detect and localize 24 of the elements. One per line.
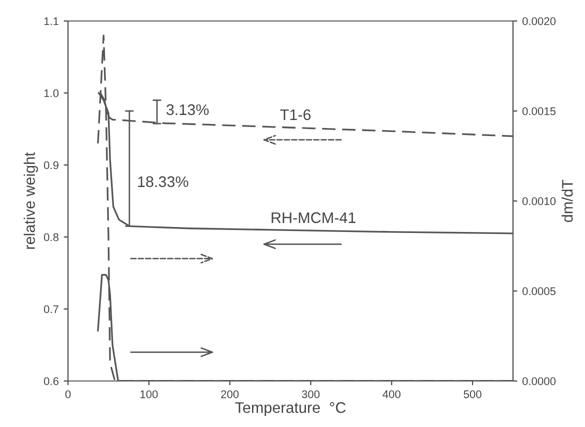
y-tick-label: 0.8 (44, 233, 58, 242)
x-tick-label: 100 (140, 390, 158, 398)
x-tick-label: 0 (65, 390, 71, 398)
y-tick-label: 0.7 (44, 305, 58, 314)
annotation: 18.33% (138, 176, 188, 188)
x-tick-label: 400 (382, 390, 400, 398)
x-tick-label: 500 (464, 390, 482, 398)
x-tick-label: 300 (302, 390, 320, 398)
y2-tick-label: 0.0000 (522, 377, 556, 386)
x-tick-label: 200 (221, 390, 239, 398)
y2-tick-label: 0.0005 (522, 287, 556, 296)
x-axis-title: Temperature °C (235, 402, 346, 416)
y-tick-label: 1.1 (44, 17, 58, 26)
y-tick-label: 0.9 (44, 161, 58, 170)
y2-tick-label: 0.0020 (522, 17, 556, 26)
annotation: 3.13% (166, 104, 209, 116)
y2-tick-label: 0.0010 (522, 197, 556, 206)
y2-axis-title: dm/dT (562, 180, 573, 222)
y-tick-label: 1.0 (44, 89, 59, 98)
y2-tick-label: 0.0015 (522, 107, 556, 116)
y-tick-label: 0.6 (44, 377, 58, 386)
annotation: T1-6 (280, 109, 311, 120)
y-axis-title: relative weight (24, 152, 38, 249)
annotation: RH-MCM-41 (272, 212, 356, 224)
